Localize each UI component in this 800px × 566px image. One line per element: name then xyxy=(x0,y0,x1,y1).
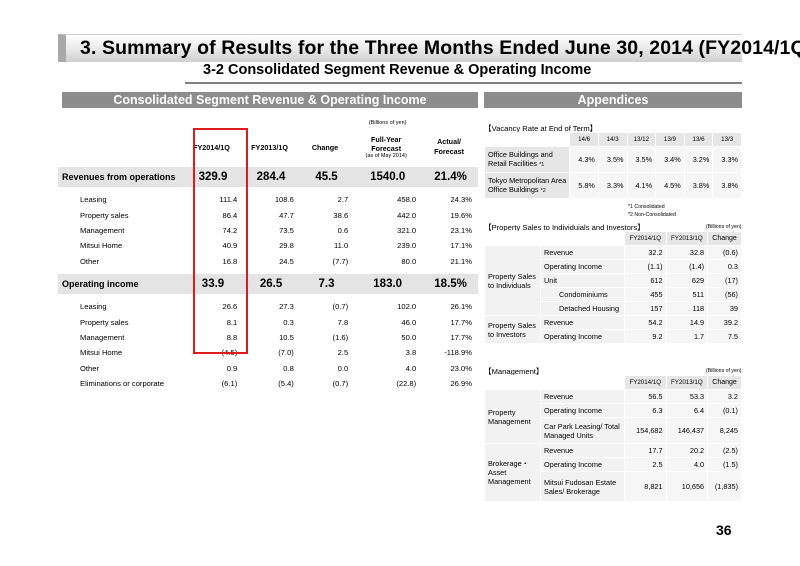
management-table: FY2014/1Q FY2013/1Q Change Property Mana… xyxy=(484,375,742,502)
left-section-header: Consolidated Segment Revenue & Operating… xyxy=(62,92,478,108)
highlight-box xyxy=(193,128,248,354)
table-row: Condominiums 455 511 (56) xyxy=(485,287,742,302)
vacancy-notes: *1 Consolidated *2 Non-Consolidated xyxy=(628,204,676,218)
page-number: 36 xyxy=(716,522,732,538)
table-row: Property sales 86.4 47.7 38.6 442.0 19.6% xyxy=(80,210,472,220)
table-row: Revenues from operations 329.9 284.4 45.5… xyxy=(58,167,478,187)
table-row: Mitsui Home (4.5) (7.0) 2.5 3.8 -118.9% xyxy=(80,348,472,358)
property-sales-title: 【Property Sales to Individuials and Inve… xyxy=(484,223,645,232)
unit-label: (Billions of yen) xyxy=(706,368,742,374)
table-row: Management 74.2 73.5 0.6 321.0 23.1% xyxy=(80,225,472,235)
table-row: Unit 612 629 (17) xyxy=(485,273,742,288)
col-header: FY2014/1Q xyxy=(193,142,230,152)
subtitle-divider xyxy=(185,82,742,84)
table-header-row: FY2014/1Q FY2013/1Q Change Full-Year For… xyxy=(58,127,478,167)
vacancy-title: 【Vacancy Rate at End of Term】 xyxy=(484,124,598,133)
table-row: Eliminations or corporate (6.1) (5.4) (0.… xyxy=(80,379,472,389)
table-row: Operating Income 6.3 6.4 (0.1) xyxy=(485,403,742,418)
unit-label: (Billions of yen) xyxy=(706,224,742,230)
col-header: Full-Year Forecast (as of May 2014) xyxy=(365,135,407,159)
table-row: Detached Housing 157 118 39 xyxy=(485,301,742,316)
table-row: Property sales 8.1 0.3 7.8 46.0 17.7% xyxy=(80,317,472,327)
table-row: Leasing 26.6 27.3 (0.7) 102.0 26.1% xyxy=(80,302,472,312)
appendices-header: Appendices xyxy=(484,92,742,108)
table-row: Tokyo Metropolitan Area Office Buildings … xyxy=(483,172,742,199)
management-title: 【Management】 xyxy=(484,367,544,376)
table-row: Operating Income 2.5 4.0 (1.5) xyxy=(485,457,742,472)
vacancy-table: 14/6 14/3 13/12 13/9 13/6 13/3 Office Build… xyxy=(483,132,742,199)
slide-subtitle: 3-2 Consolidated Segment Revenue & Opera… xyxy=(203,62,592,78)
property-sales-table: FY2014/1Q FY2013/1Q Change Property Sale… xyxy=(484,231,742,344)
table-row: Other 16.8 24.5 (7.7) 80.0 21.1% xyxy=(80,256,472,266)
table-row: Office Buildings and Retail Facilities *1… xyxy=(483,146,742,173)
col-header: FY2013/1Q xyxy=(251,142,288,152)
table-row: Mitsui Home 40.9 29.8 11.0 239.0 17.1% xyxy=(80,241,472,251)
segment-table: (Billions of yen) FY2014/1Q FY2013/1Q Ch… xyxy=(58,118,478,391)
col-header: Actual/ Forecast xyxy=(434,137,465,156)
table-row: Leasing 111.4 108.6 2.7 458.0 24.3% xyxy=(80,195,472,205)
table-row: Property Management Revenue 56.5 53.3 3.2 xyxy=(484,389,742,444)
table-row: Operating Income 9.2 1.7 7.5 xyxy=(485,329,742,344)
table-row: Brokerage・Asset Management Revenue 17.7 2… xyxy=(484,443,742,502)
table-row: Management 8.8 10.5 (1.6) 50.0 17.7% xyxy=(80,332,472,342)
table-row: Property Sales to Investors Revenue 54.2… xyxy=(484,315,742,344)
table-row: Mitsui Fudosan Estate Sales/ Brokerage 8… xyxy=(485,471,742,502)
table-row: Operating income 33.9 26.5 7.3 183.0 18.5% xyxy=(58,273,478,294)
table-row: Property Sales to Individuals Revenue 32… xyxy=(484,245,742,316)
col-header: Change xyxy=(311,142,339,152)
table-row: Other 0.9 0.8 0.0 4.0 23.0% xyxy=(80,363,472,373)
slide-title: 3. Summary of Results for the Three Mont… xyxy=(58,34,800,62)
unit-label: (Billions of yen) xyxy=(368,119,407,126)
